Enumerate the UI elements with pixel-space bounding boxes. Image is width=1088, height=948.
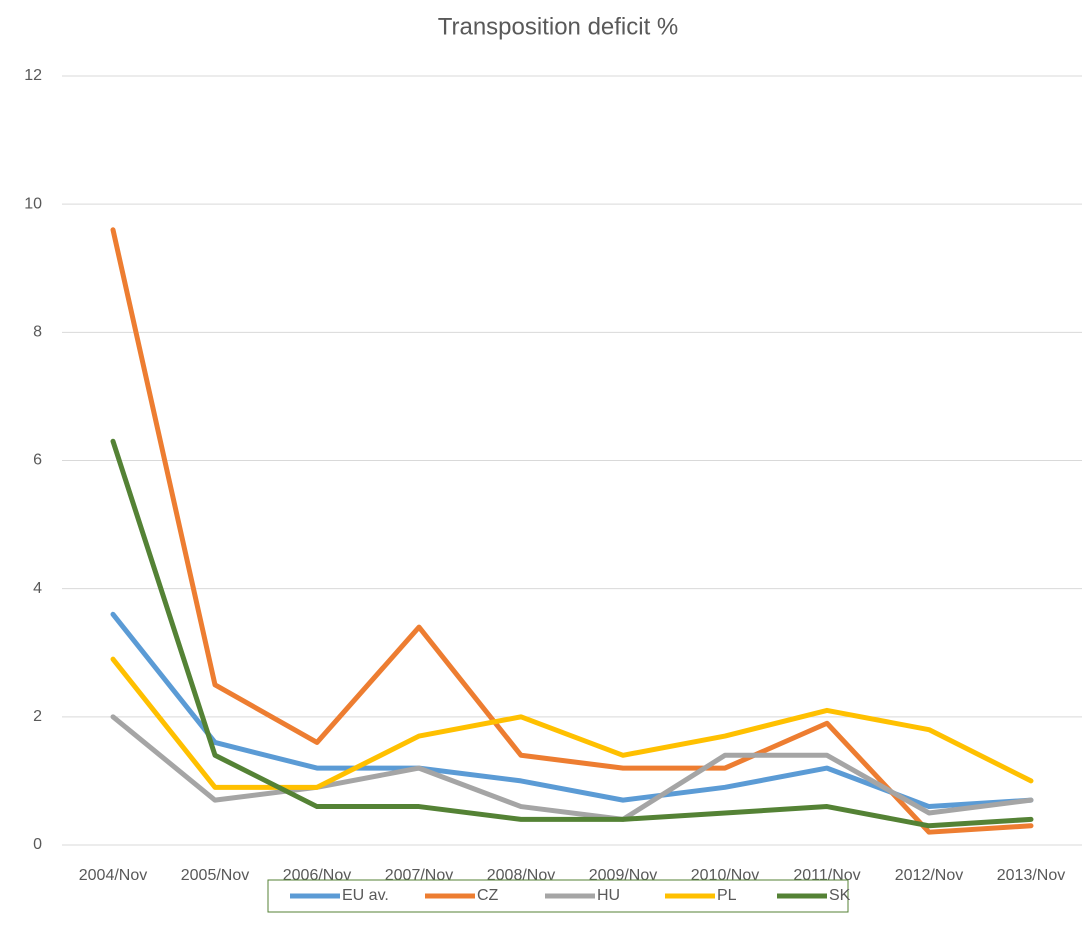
x-tick-label: 2013/Nov [997, 867, 1066, 884]
series-line [110, 656, 1034, 790]
series-line [110, 227, 1034, 835]
legend-label: EU av. [342, 887, 389, 904]
series-line [110, 611, 1034, 810]
x-tick-label: 2012/Nov [895, 867, 964, 884]
y-tick-label: 6 [33, 452, 42, 469]
x-tick-label: 2005/Nov [181, 867, 250, 884]
y-tick-label: 10 [24, 195, 42, 212]
legend-label: HU [597, 887, 620, 904]
series-line [110, 438, 1034, 829]
y-tick-label: 2 [33, 708, 42, 725]
y-tick-label: 8 [33, 324, 42, 341]
legend-label: PL [717, 887, 737, 904]
y-tick-label: 4 [33, 580, 42, 597]
x-tick-label: 2004/Nov [79, 867, 148, 884]
legend-label: CZ [477, 887, 499, 904]
chart-title: Transposition deficit % [438, 13, 679, 40]
series-line [110, 714, 1034, 822]
legend-label: SK [829, 887, 851, 904]
y-tick-label: 12 [24, 67, 42, 84]
y-tick-label: 0 [33, 836, 42, 853]
